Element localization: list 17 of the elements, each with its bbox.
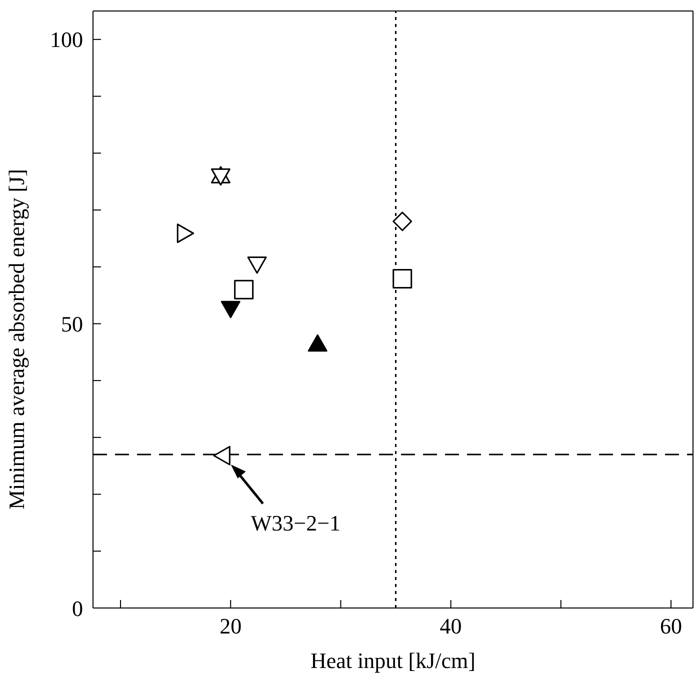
point [220,300,240,318]
annotation: W33−2−1 [250,510,340,536]
point [392,212,412,232]
y-tick-label: 50 [61,312,83,337]
x-tick-label: 60 [660,614,682,639]
point [234,280,254,300]
point [213,446,230,466]
x-tick-label: 20 [220,614,242,639]
y-tick-label: 100 [50,27,83,52]
point [247,256,267,274]
point [308,334,328,352]
point [392,269,412,289]
y-axis-title: Minimum average absorbed energy [J] [4,169,29,510]
y-tick-label: 0 [72,596,83,621]
point [176,224,194,244]
x-tick-label: 40 [440,614,462,639]
x-axis-title: Heat input [kJ/cm] [310,648,476,673]
